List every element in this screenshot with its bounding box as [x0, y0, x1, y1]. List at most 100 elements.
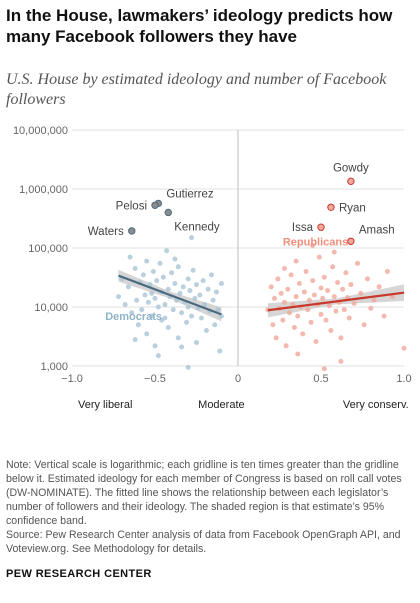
data-point [125, 284, 131, 290]
organization-label: PEW RESEARCH CENTER [6, 568, 152, 580]
data-point [348, 282, 354, 288]
data-point [346, 315, 352, 321]
data-point [205, 286, 211, 292]
data-point [295, 313, 301, 319]
data-point [320, 295, 326, 301]
data-point [132, 265, 138, 271]
point-label: Issa [292, 222, 314, 234]
data-point [179, 344, 185, 350]
data-point [343, 270, 349, 276]
data-point [293, 294, 299, 300]
data-point [338, 358, 344, 364]
data-point [280, 317, 286, 323]
data-point [355, 260, 361, 266]
data-point [401, 345, 407, 351]
data-point [310, 243, 316, 249]
data-point [361, 322, 367, 328]
data-point [200, 278, 206, 284]
series-label: Republicans [283, 236, 348, 248]
data-point [197, 292, 203, 298]
data-point [175, 264, 181, 270]
data-point [381, 313, 387, 319]
data-point [172, 281, 178, 287]
data-point [270, 322, 276, 328]
data-point [155, 353, 161, 359]
data-point [283, 343, 289, 349]
data-point [296, 281, 302, 287]
data-point [321, 366, 327, 372]
data-point [169, 270, 175, 276]
data-point [313, 339, 319, 345]
data-point [311, 292, 317, 298]
point-label: Gowdy [333, 162, 369, 174]
chart-subtitle: U.S. House by estimated ideology and num… [6, 71, 387, 108]
data-point [203, 327, 209, 333]
data-point [164, 248, 170, 254]
data-point [325, 288, 331, 294]
data-point [281, 265, 287, 271]
data-point [323, 317, 329, 323]
data-point [286, 310, 292, 316]
data-point [134, 297, 140, 303]
data-point [157, 260, 163, 266]
data-point [272, 295, 278, 301]
data-point [335, 280, 341, 286]
highlighted-point [347, 177, 355, 186]
data-point [293, 258, 299, 264]
data-point [194, 340, 199, 346]
data-point [213, 289, 219, 295]
series-label: Democrats [105, 311, 162, 323]
data-point [217, 348, 223, 354]
y-tick-label: 1,000,000 [19, 184, 68, 196]
chart-title: In the House, lawmakers’ ideology predic… [6, 6, 393, 46]
data-point [291, 324, 297, 330]
data-point [152, 343, 158, 349]
data-point [180, 284, 186, 290]
data-point [338, 335, 344, 341]
labels-layer: Gutierrez Pelosi Kennedy Waters Gowdy Ryan Iss… [88, 162, 395, 323]
data-point [135, 322, 141, 328]
data-point [162, 302, 168, 308]
data-point [152, 295, 158, 301]
data-point [384, 268, 390, 274]
data-point [149, 313, 155, 319]
scatter-chart: 1,000 10,000 100,000 1,000,000 10,000,000 −1.… [13, 125, 412, 411]
point-label: Waters [88, 226, 124, 238]
trend-line [267, 291, 405, 312]
data-point [208, 272, 214, 278]
data-point [358, 290, 364, 296]
x-tick-label: −1.0 [61, 373, 83, 385]
x-tick-label: 0.5 [313, 373, 328, 385]
data-point [179, 310, 185, 316]
data-point [301, 289, 307, 295]
data-point [192, 295, 198, 301]
data-point [142, 292, 148, 298]
data-point [215, 307, 221, 313]
data-point [306, 297, 312, 303]
y-tick-label: 10,000 [34, 302, 68, 314]
highlighted-point [151, 201, 159, 209]
data-point [140, 272, 146, 278]
y-tick-label: 1,000 [40, 361, 68, 373]
data-point [202, 302, 208, 308]
data-point [184, 319, 190, 325]
data-point [145, 299, 151, 305]
data-point [308, 319, 314, 325]
data-point [268, 284, 274, 290]
data-points-layer [115, 235, 407, 372]
data-point [303, 268, 309, 274]
data-point [281, 299, 287, 305]
data-point [172, 256, 178, 262]
grid-layer: 1,000 10,000 100,000 1,000,000 10,000,000 −1.… [13, 125, 412, 411]
x-category-label: Very liberal [78, 399, 132, 411]
data-point [300, 331, 306, 337]
y-tick-label: 100,000 [28, 243, 68, 255]
x-tick-label: 0 [235, 373, 241, 385]
data-point [341, 307, 347, 313]
data-point [351, 300, 357, 306]
data-point [165, 286, 171, 292]
data-point [147, 282, 153, 288]
data-point [212, 322, 218, 328]
data-point [305, 307, 311, 313]
y-tick-label: 10,000,000 [13, 125, 68, 137]
